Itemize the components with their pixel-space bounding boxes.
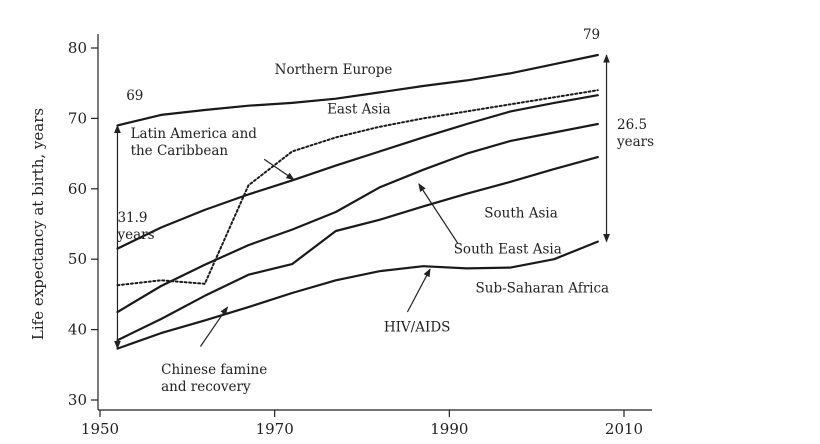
annotation-label: Latin America and <box>131 126 258 142</box>
annotation-label: years <box>616 134 654 150</box>
annotation-label: Sub-Saharan Africa <box>476 280 610 296</box>
annotation-labels: Northern Europe 69 79 East Asia Latin Americ… <box>116 27 654 395</box>
y-tick-label: 60 <box>68 180 87 198</box>
annotation-label: and recovery <box>161 379 251 395</box>
annotation-label: Chinese famine <box>161 362 267 378</box>
x-tick-label: 1970 <box>256 420 294 438</box>
annotation-label: years <box>116 227 154 243</box>
annotation-label: 69 <box>126 88 143 104</box>
y-tick-label: 50 <box>68 250 87 268</box>
arrow-chinese-famine <box>199 306 229 347</box>
x-tick-label: 2010 <box>605 420 643 438</box>
series-line-0 <box>116 53 599 127</box>
annotation-label: 26.5 <box>617 117 647 133</box>
series-group <box>116 53 599 350</box>
arrow-latin-america <box>263 158 295 181</box>
x-tick-label: 1950 <box>81 420 119 438</box>
annotation-label: East Asia <box>327 101 391 117</box>
annotation-label: 31.9 <box>117 210 147 226</box>
annotation-arrows <box>114 54 610 350</box>
arrow-hiv-aids <box>406 268 431 313</box>
annotation-label: Northern Europe <box>275 62 393 78</box>
y-axis-label: Life expectancy at birth, years <box>29 108 47 340</box>
annotation-label: South Asia <box>484 206 558 222</box>
series-line-1 <box>116 94 599 250</box>
series-line-4 <box>116 156 599 342</box>
annotation-label: the Caribbean <box>131 143 229 159</box>
annotation-label: 79 <box>583 27 600 43</box>
series-line-3 <box>116 122 599 314</box>
annotation-label: South East Asia <box>454 242 562 258</box>
x-tick-label: 1990 <box>430 420 468 438</box>
series-line-2 <box>116 89 599 287</box>
y-tick-label: 80 <box>68 39 87 57</box>
y-tick-label: 30 <box>68 391 87 409</box>
arrow-south-east-asia <box>418 183 459 245</box>
annotation-label: HIV/AIDS <box>384 320 451 336</box>
axes: 30 40 50 60 70 80 1950 1970 1990 2010 Life expecta… <box>29 34 652 438</box>
y-tick-label: 40 <box>68 321 87 339</box>
y-tick-label: 70 <box>68 109 87 127</box>
series-line-5 <box>116 240 599 350</box>
